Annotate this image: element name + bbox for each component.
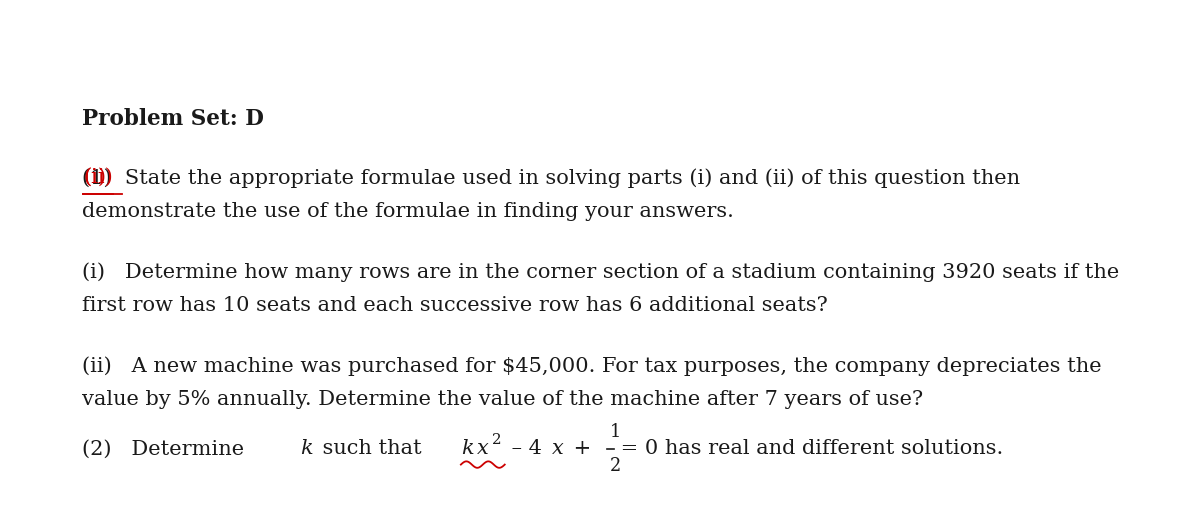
Text: (1)  State the appropriate formulae used in solving parts (i) and (ii) of this q: (1) State the appropriate formulae used … xyxy=(82,168,1020,188)
Text: +: + xyxy=(568,439,599,459)
Text: – 4: – 4 xyxy=(505,439,541,459)
Text: 2: 2 xyxy=(610,457,622,475)
Text: x: x xyxy=(478,439,488,459)
Text: first row has 10 seats and each successive row has 6 additional seats?: first row has 10 seats and each successi… xyxy=(82,296,828,315)
Text: k: k xyxy=(300,439,312,459)
Text: (i): (i) xyxy=(83,168,107,187)
Text: 1: 1 xyxy=(610,423,622,441)
Text: x: x xyxy=(552,439,564,459)
Text: (i)   Determine how many rows are in the corner section of a stadium containing : (i) Determine how many rows are in the c… xyxy=(82,262,1120,282)
Text: (ii): (ii) xyxy=(83,168,113,187)
Text: Problem Set: D: Problem Set: D xyxy=(82,108,264,130)
Text: value by 5% annually. Determine the value of the machine after 7 years of use?: value by 5% annually. Determine the valu… xyxy=(82,390,923,409)
Text: (2)   Determine: (2) Determine xyxy=(82,439,251,459)
Text: k: k xyxy=(461,439,474,459)
Text: 2: 2 xyxy=(492,433,502,447)
Text: such that: such that xyxy=(316,439,428,459)
Text: demonstrate the use of the formulae in finding your answers.: demonstrate the use of the formulae in f… xyxy=(82,202,734,221)
Text: (ii)   A new machine was purchased for $45,000. For tax purposes, the company de: (ii) A new machine was purchased for $45… xyxy=(82,356,1102,376)
Text: = 0 has real and different solutions.: = 0 has real and different solutions. xyxy=(613,439,1003,459)
